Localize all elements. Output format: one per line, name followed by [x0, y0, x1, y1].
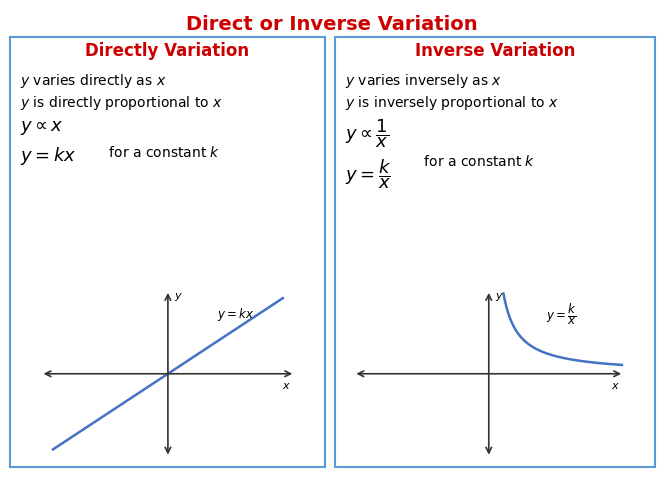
Text: $x$: $x$: [610, 380, 620, 391]
Text: $y \propto \dfrac{1}{x}$: $y \propto \dfrac{1}{x}$: [345, 117, 390, 150]
Text: $y$ varies inversely as $x$: $y$ varies inversely as $x$: [345, 72, 502, 90]
Text: $y = kx$: $y = kx$: [217, 306, 255, 323]
Text: $y$ is directly proportional to $x$: $y$ is directly proportional to $x$: [20, 94, 223, 112]
Text: Direct or Inverse Variation: Direct or Inverse Variation: [186, 15, 478, 34]
Text: $y = kx$: $y = kx$: [20, 145, 76, 167]
Text: $y \propto x$: $y \propto x$: [20, 119, 64, 137]
Text: $y$: $y$: [174, 291, 183, 303]
Text: $y$ is inversely proportional to $x$: $y$ is inversely proportional to $x$: [345, 94, 559, 112]
Text: $x$: $x$: [282, 380, 291, 391]
Text: $y = \dfrac{k}{x}$: $y = \dfrac{k}{x}$: [345, 157, 391, 190]
Text: $y = \dfrac{k}{x}$: $y = \dfrac{k}{x}$: [545, 302, 577, 327]
Text: for a constant $k$: for a constant $k$: [415, 154, 535, 169]
Bar: [335, 37, 655, 467]
Bar: [10, 37, 325, 467]
Text: for a constant $k$: for a constant $k$: [100, 145, 220, 160]
Text: $y$: $y$: [495, 291, 504, 303]
Text: Inverse Variation: Inverse Variation: [415, 42, 575, 60]
Text: Directly Variation: Directly Variation: [85, 42, 249, 60]
Text: $y$ varies directly as $x$: $y$ varies directly as $x$: [20, 72, 166, 90]
